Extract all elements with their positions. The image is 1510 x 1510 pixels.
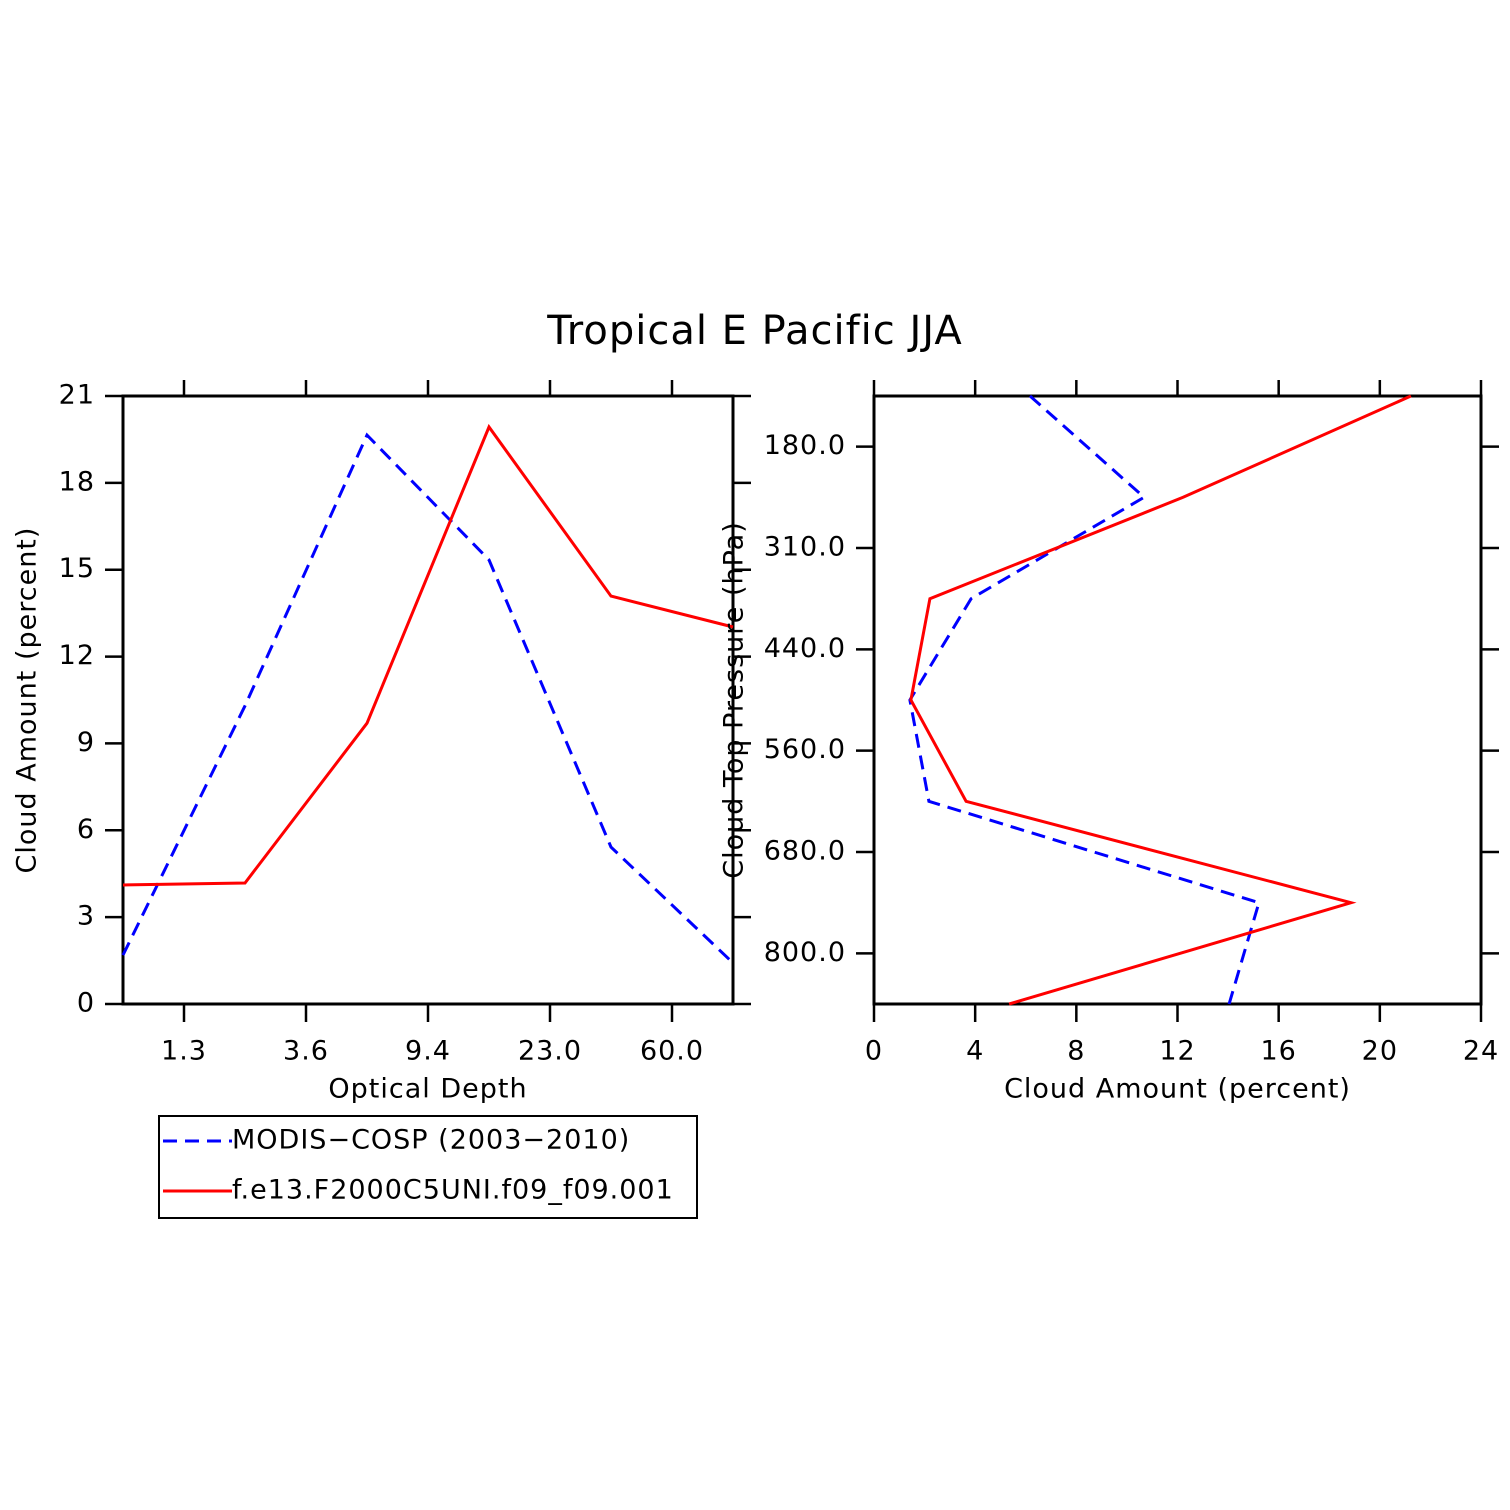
x-tick-label: 16	[1260, 1036, 1296, 1067]
plot-frame	[872, 394, 1483, 1006]
y-tick-label: 3	[77, 901, 95, 932]
x-tick-label: 60.0	[640, 1036, 704, 1067]
legend-label: f.e13.F2000C5UNI.f09_f09.001	[232, 1175, 674, 1206]
y-tick-label: 310.0	[764, 532, 846, 563]
x-tick-label: 3.6	[283, 1036, 329, 1067]
chart-title: Tropical E Pacific JJA	[546, 308, 963, 354]
x-tick-label: 12	[1159, 1036, 1195, 1067]
series-line	[122, 423, 734, 887]
x-tick-label: 9.4	[405, 1036, 451, 1067]
y-tick-label: 9	[77, 727, 95, 758]
y-tick-label: 800.0	[764, 937, 846, 968]
legend-label: MODIS−COSP (2003−2010)	[232, 1125, 630, 1156]
x-tick-label: 4	[966, 1036, 984, 1067]
x-tick-label: 8	[1067, 1036, 1085, 1067]
y-tick-label: 180.0	[764, 430, 846, 461]
x-tick-label: 1.3	[161, 1036, 207, 1067]
y-tick-label: 560.0	[764, 734, 846, 765]
legend-box	[158, 1115, 698, 1219]
plot-frame	[121, 394, 735, 1006]
y-tick-label: 21	[59, 380, 95, 411]
x-tick-label: 0	[865, 1036, 883, 1067]
y-tick-label: 440.0	[764, 633, 846, 664]
x-tick-label: 20	[1362, 1036, 1398, 1067]
y-tick-label: 12	[59, 640, 95, 671]
y-tick-label: 6	[77, 814, 95, 845]
y-tick-label: 680.0	[764, 836, 846, 867]
x-axis-title: Optical Depth	[328, 1074, 527, 1105]
y-tick-label: 18	[59, 466, 95, 497]
y-tick-label: 0	[77, 988, 95, 1019]
y-tick-label: 15	[59, 553, 95, 584]
x-tick-label: 24	[1463, 1036, 1499, 1067]
x-axis-title: Cloud Amount (percent)	[1004, 1074, 1351, 1105]
y-axis-title: Cloud Top Pressure (hPa)	[719, 521, 750, 879]
series-line	[909, 394, 1412, 1006]
y-axis-title: Cloud Amount (percent)	[12, 527, 43, 874]
x-tick-label: 23.0	[518, 1036, 582, 1067]
series-line	[121, 432, 735, 964]
